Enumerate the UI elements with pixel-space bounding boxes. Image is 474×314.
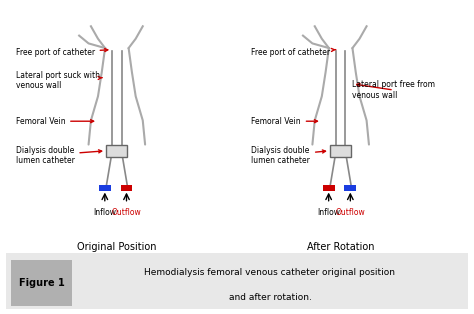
Bar: [345, 185, 356, 191]
Text: Femoral Vein: Femoral Vein: [16, 117, 94, 126]
Text: Inflow: Inflow: [317, 208, 340, 217]
Text: Outflow: Outflow: [111, 208, 141, 217]
Text: Dialysis double
lumen catheter: Dialysis double lumen catheter: [16, 146, 102, 165]
Text: After Rotation: After Rotation: [307, 242, 374, 252]
Bar: [330, 144, 351, 157]
Bar: [11, 260, 72, 306]
Text: Free port of catheter: Free port of catheter: [16, 48, 108, 57]
Text: Outflow: Outflow: [336, 208, 365, 217]
Bar: [106, 144, 128, 157]
Bar: [99, 185, 111, 191]
Text: Inflow: Inflow: [93, 208, 116, 217]
Text: Lateral port suck with
venous wall: Lateral port suck with venous wall: [16, 71, 102, 90]
Bar: [6, 253, 468, 310]
Text: Lateral port free from
venous wall: Lateral port free from venous wall: [353, 80, 436, 100]
Text: and after rotation.: and after rotation.: [228, 293, 311, 301]
Bar: [323, 185, 335, 191]
Text: Femoral Vein: Femoral Vein: [251, 117, 318, 126]
Text: Free port of catheter: Free port of catheter: [251, 48, 336, 57]
Text: Original Position: Original Position: [77, 242, 156, 252]
Text: Dialysis double
lumen catheter: Dialysis double lumen catheter: [251, 146, 326, 165]
Text: Hemodialysis femoral venous catheter original position: Hemodialysis femoral venous catheter ori…: [145, 268, 395, 277]
Text: Figure 1: Figure 1: [18, 278, 64, 288]
Bar: [120, 185, 132, 191]
